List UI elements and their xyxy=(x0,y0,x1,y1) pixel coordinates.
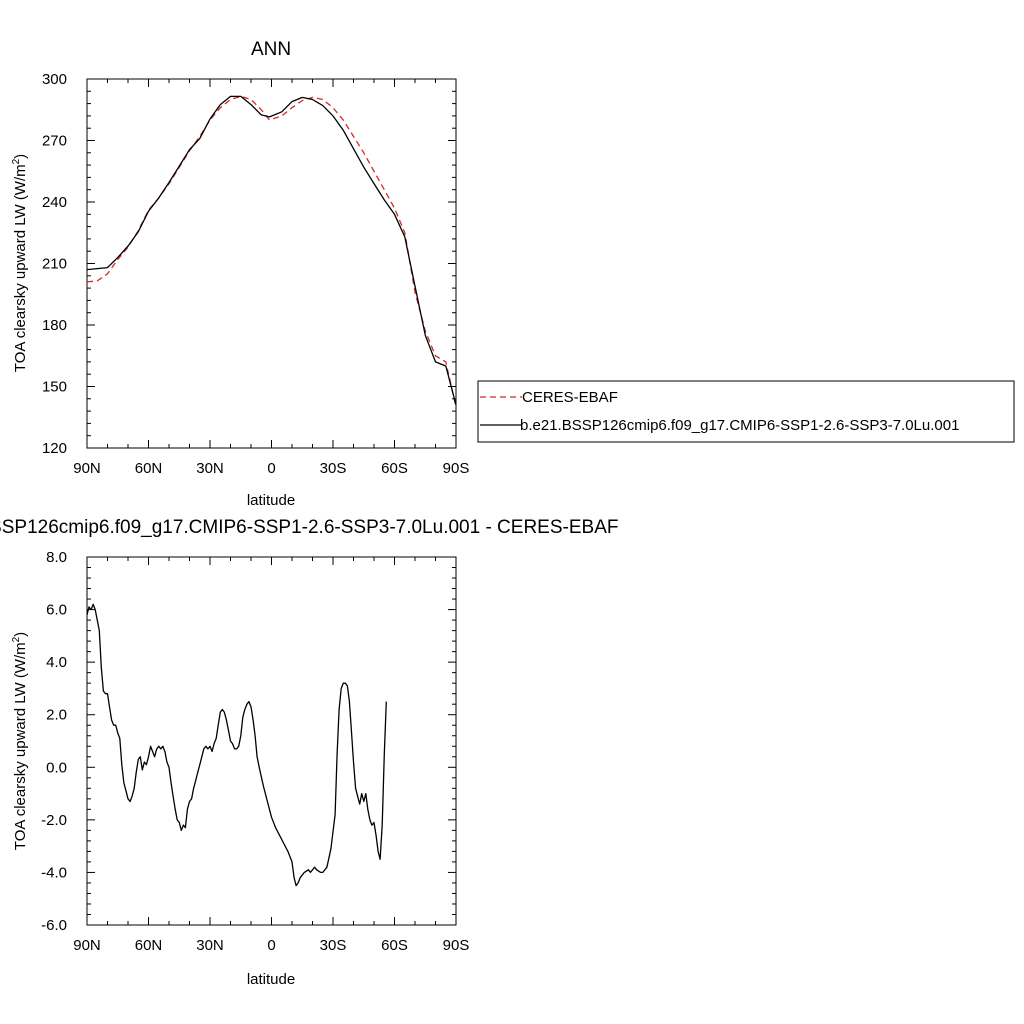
bottom-x-tick-label: 0 xyxy=(267,937,275,954)
legend-label-ceres: CERES-EBAF xyxy=(522,389,618,406)
top-chart-title: ANN xyxy=(251,39,291,60)
bottom-y-tick-label: -6.0 xyxy=(41,917,67,934)
bottom-chart-title: b.e21.BSSP126cmip6.f09_g17.CMIP6-SSP1-2.… xyxy=(0,517,618,538)
top-series-line-1 xyxy=(86,95,457,406)
top-x-tick-label: 90S xyxy=(443,460,470,477)
bottom-x-tick-label: 60N xyxy=(135,937,163,954)
bottom-series xyxy=(86,603,387,887)
bottom-plot-frame xyxy=(86,556,457,926)
top-x-tick-label: 0 xyxy=(267,460,275,477)
top-x-axis-label: latitude xyxy=(247,492,295,509)
bottom-x-tick-label: 30N xyxy=(196,937,224,954)
top-x-tick-label: 60S xyxy=(381,460,408,477)
bottom-ticks: 90N 60N 30N 0 30S 60S 90S -6.0 -4.0 -2.0 0.0 2.0 4.0… xyxy=(41,549,469,954)
top-y-tick-label: 210 xyxy=(42,256,67,273)
bottom-chart: b.e21.BSSP126cmip6.f09_g17.CMIP6-SSP1-2.… xyxy=(0,517,618,988)
bottom-x-tick-label: 90N xyxy=(73,937,101,954)
top-plot-frame xyxy=(86,78,457,449)
top-y-tick-label: 240 xyxy=(42,194,67,211)
top-y-tick-label: 120 xyxy=(42,440,67,457)
bottom-y-tick-label: 2.0 xyxy=(46,707,67,724)
bottom-series-line-0 xyxy=(86,603,387,887)
bottom-y-tick-label: -2.0 xyxy=(41,812,67,829)
bottom-y-tick-label: -4.0 xyxy=(41,864,67,881)
legend-box xyxy=(477,380,1015,443)
bottom-x-tick-label: 90S xyxy=(443,937,470,954)
top-series-line-0 xyxy=(86,95,457,408)
bottom-y-tick-label: 4.0 xyxy=(46,654,67,671)
bottom-x-axis-label: latitude xyxy=(247,971,295,988)
top-x-tick-label: 60N xyxy=(135,460,163,477)
bottom-y-tick-label: 0.0 xyxy=(46,759,67,776)
top-x-tick-label: 30N xyxy=(196,460,224,477)
top-y-tick-label: 270 xyxy=(42,133,67,150)
bottom-y-axis-label: TOA clearsky upward LW (W/m2) xyxy=(11,632,29,850)
top-y-tick-label: 180 xyxy=(42,317,67,334)
legend-label-model: b.e21.BSSP126cmip6.f09_g17.CMIP6-SSP1-2.… xyxy=(520,417,959,434)
top-y-tick-label: 150 xyxy=(42,379,67,396)
top-ticks: 90N 60N 30N 0 30S 60S 90S 120 150 180 210 240 270 300 xyxy=(42,71,469,477)
bottom-x-tick-label: 60S xyxy=(381,937,408,954)
bottom-y-tick-label: 6.0 xyxy=(46,602,67,619)
bottom-x-tick-label: 30S xyxy=(320,937,347,954)
top-y-axis-label: TOA clearsky upward LW (W/m2) xyxy=(11,154,29,372)
legend: CERES-EBAF b.e21.BSSP126cmip6.f09_g17.CM… xyxy=(477,380,1015,443)
top-y-tick-label: 300 xyxy=(42,71,67,88)
top-x-tick-label: 30S xyxy=(320,460,347,477)
top-x-tick-label: 90N xyxy=(73,460,101,477)
top-series xyxy=(86,95,457,408)
bottom-y-tick-label: 8.0 xyxy=(46,549,67,566)
top-chart: ANN 90N 60N 30N 0 30S 60S 90S 120 150 180 210 240 27… xyxy=(11,39,469,509)
